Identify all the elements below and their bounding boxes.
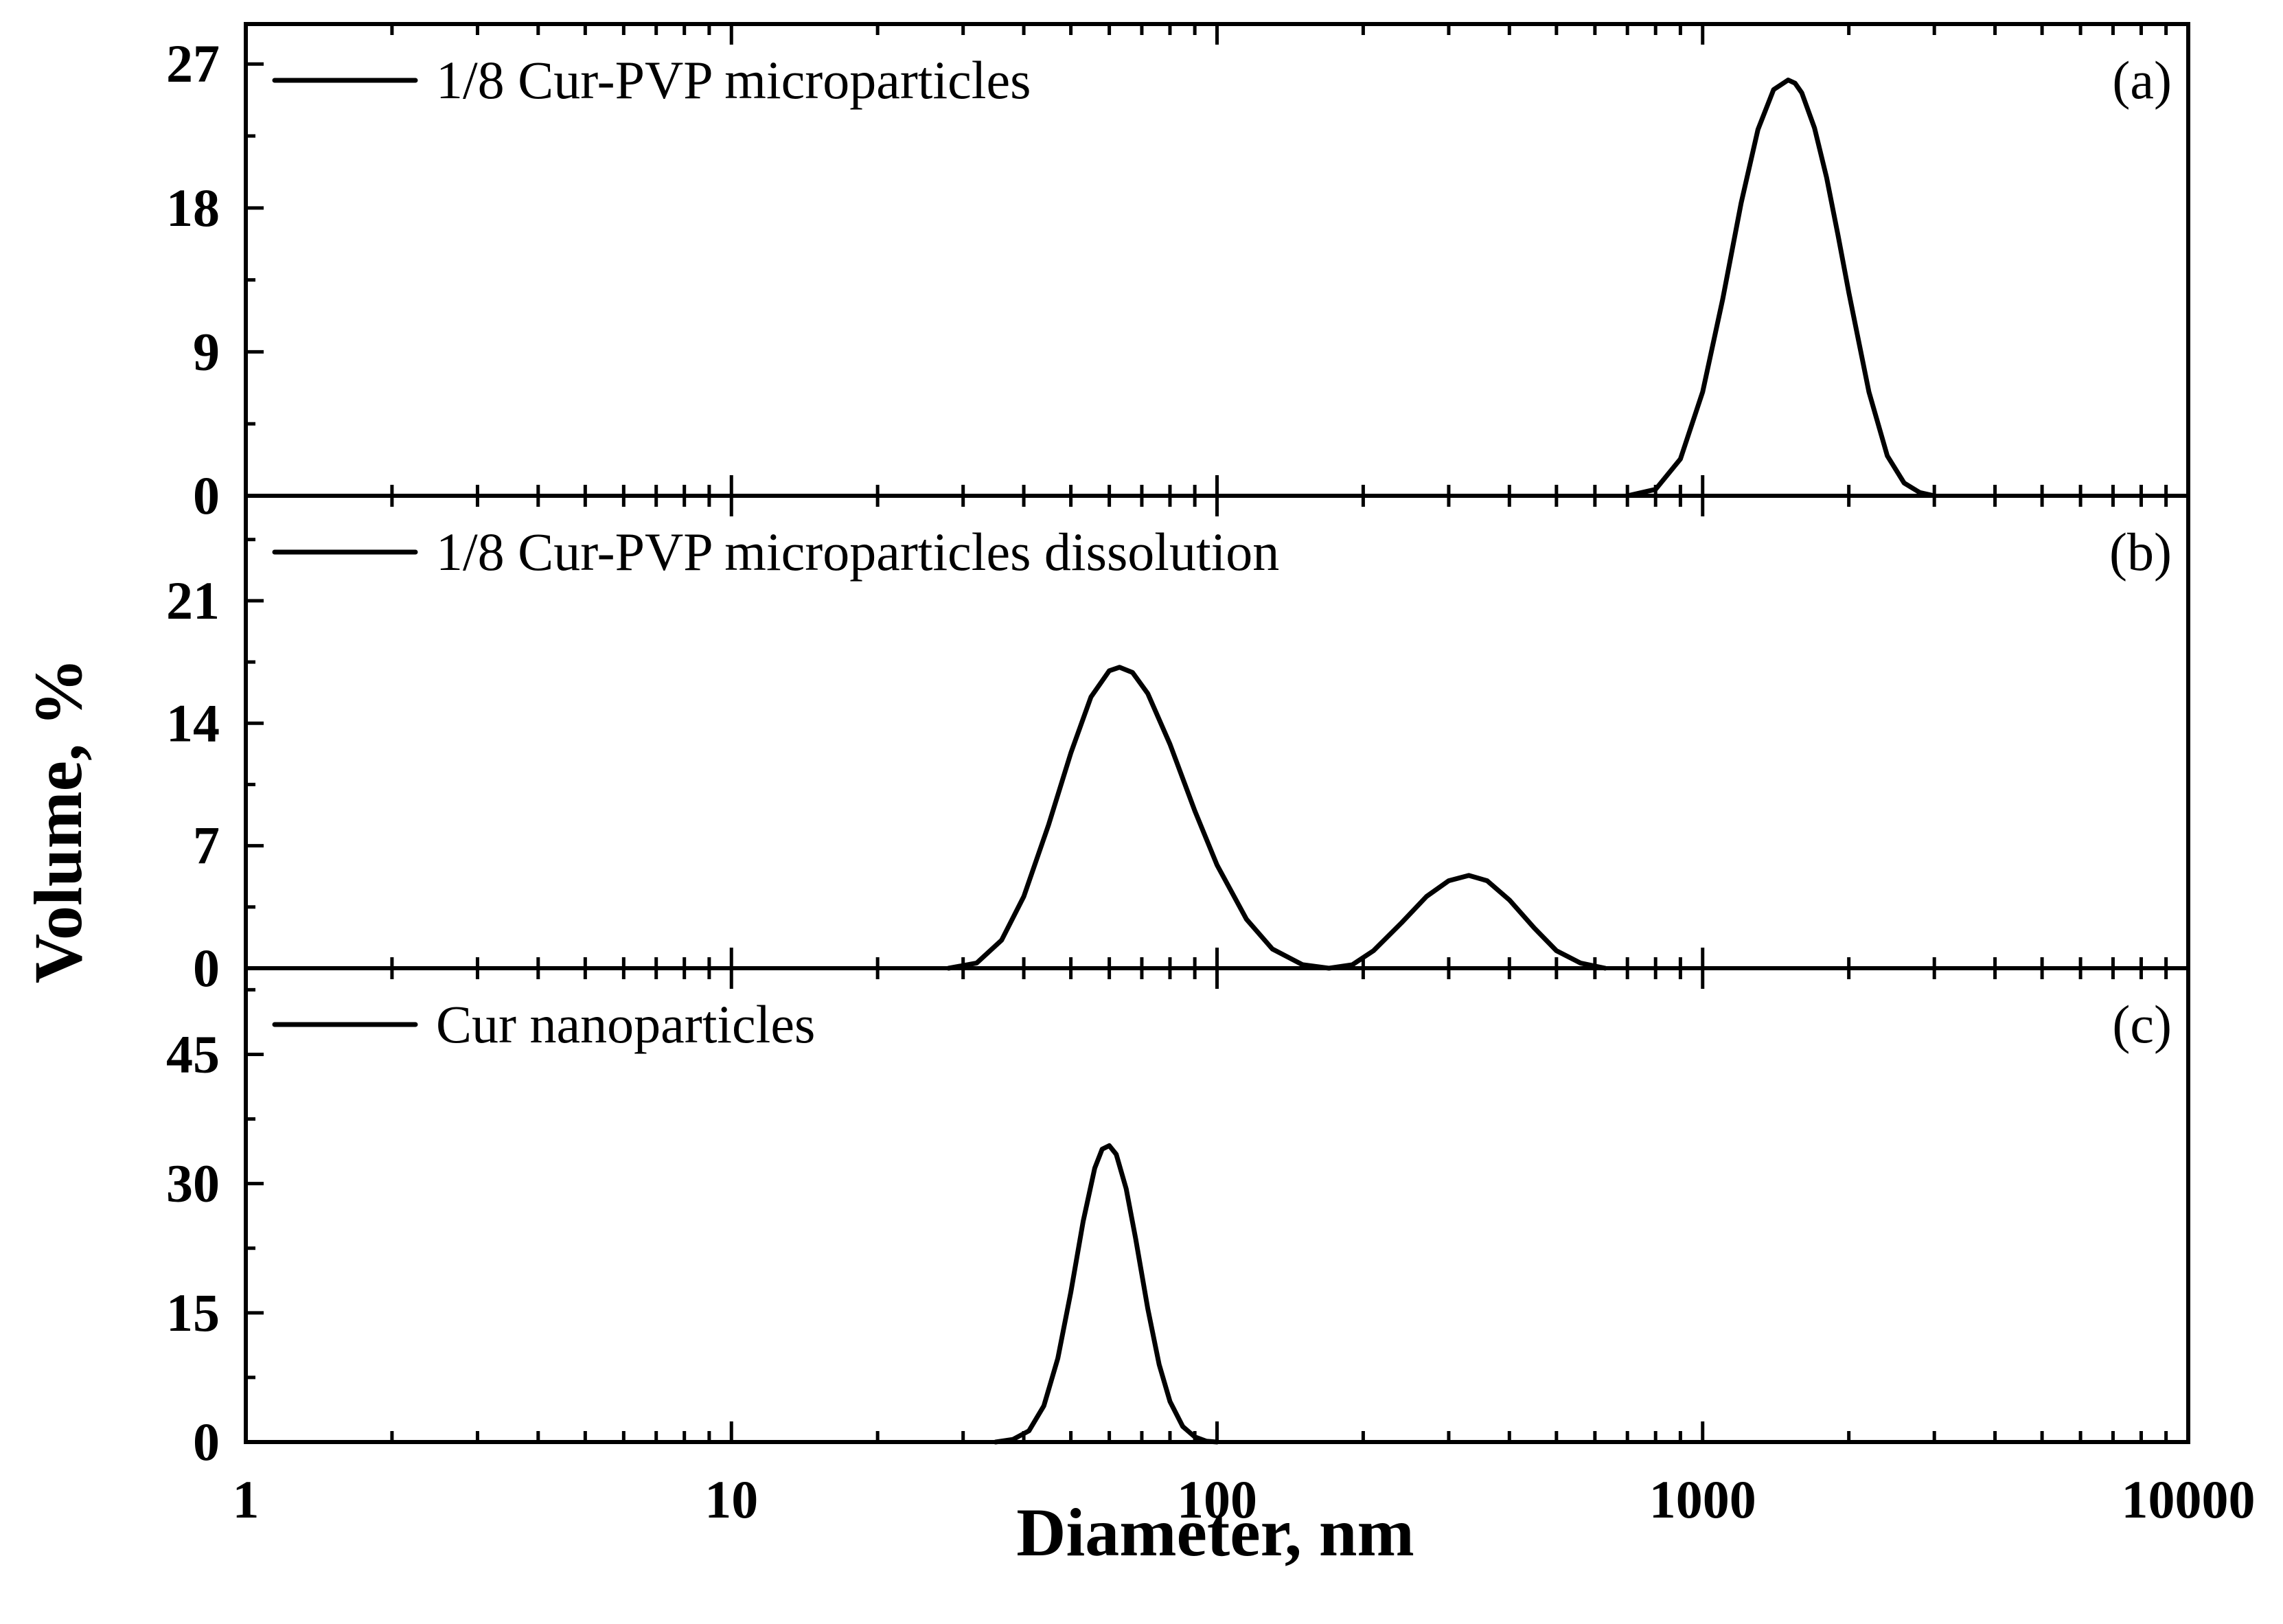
- y-tick-label: 14: [166, 693, 220, 753]
- y-tick-label: 9: [193, 321, 220, 381]
- panel-a: 0 9 18 27 1/8 Cur-PVP microparticles (a): [166, 22, 2190, 525]
- y-tick-label: 0: [193, 466, 220, 525]
- y-tick-label: 0: [193, 1412, 220, 1472]
- x-axis-title: Diameter, nm: [1016, 1494, 1414, 1570]
- panel-label: (a): [2112, 50, 2172, 110]
- x-tick-label: 10: [704, 1469, 758, 1529]
- y-tick-label: 27: [166, 34, 220, 93]
- x-tick-label: 10000: [2122, 1469, 2256, 1529]
- legend-label: 1/8 Cur-PVP microparticles dissolution: [436, 522, 1279, 582]
- series-line-c: [993, 1143, 1219, 1445]
- y-axis-title: Volume, %: [20, 658, 96, 983]
- legend-label: 1/8 Cur-PVP microparticles: [436, 50, 1031, 110]
- x-tick-label: 1: [233, 1469, 260, 1529]
- y-tick-label: 21: [166, 571, 220, 630]
- y-tick-label: 45: [166, 1024, 220, 1084]
- panel-label: (c): [2112, 994, 2172, 1054]
- y-tick-label: 15: [166, 1283, 220, 1342]
- x-tick-label: 1000: [1649, 1469, 1756, 1529]
- y-tick-label: 0: [193, 938, 220, 998]
- series-line-a: [1625, 78, 1937, 499]
- y-tick-label: 30: [166, 1154, 220, 1213]
- chart-panels: 0 9 18 27 1/8 Cur-PVP microparticles (a) 0 7 14 2…: [166, 22, 2256, 1529]
- panel-label: (b): [2109, 522, 2172, 582]
- x-tick-label: 100: [1177, 1469, 1257, 1529]
- y-tick-label: 7: [193, 816, 220, 876]
- panel-c: 0 15 30 45 Cur nanoparticles (c): [166, 966, 2190, 1472]
- series-line-b: [946, 665, 1608, 971]
- legend-label: Cur nanoparticles: [436, 994, 815, 1054]
- y-tick-label: 18: [166, 178, 220, 238]
